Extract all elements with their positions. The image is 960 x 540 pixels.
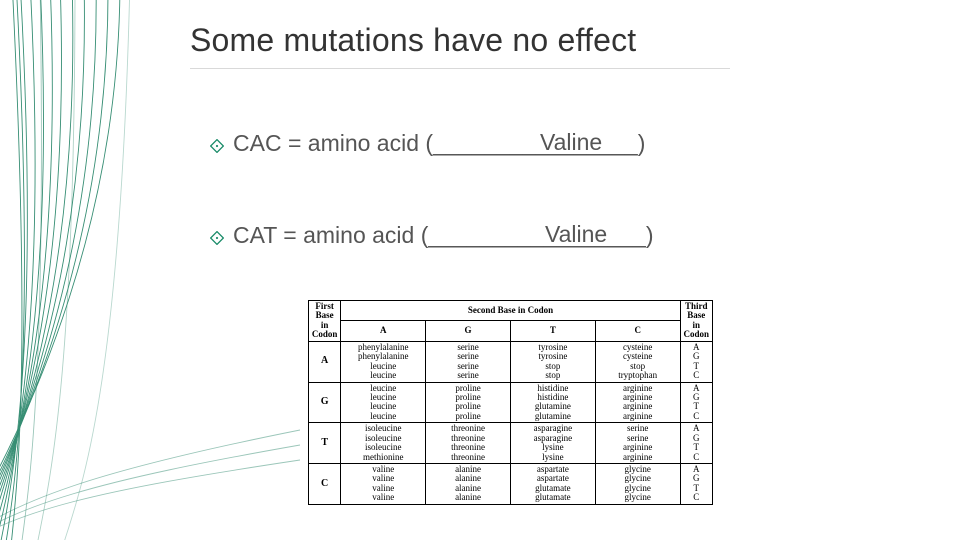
amino-acid-cell: histidinehistidineglutamineglutamine bbox=[510, 382, 595, 423]
third-base-cell: AGTC bbox=[680, 464, 712, 505]
diamond-bullet-icon bbox=[210, 231, 224, 245]
col-C: C bbox=[595, 321, 680, 341]
codon-table: First Base in Codon Second Base in Codon… bbox=[308, 300, 713, 505]
diamond-bullet-icon bbox=[210, 139, 224, 153]
amino-acid-cell: valinevalinevalinevaline bbox=[341, 464, 426, 505]
first-base-cell: G bbox=[309, 382, 341, 423]
bullet-line-2: CAT = amino acid (_________________) Val… bbox=[210, 222, 860, 254]
slide: Some mutations have no effect CAC = amin… bbox=[0, 0, 960, 540]
amino-acid-cell: glycineglycineglycineglycine bbox=[595, 464, 680, 505]
table-row: Aphenylalaninephenylalanineleucineleucin… bbox=[309, 341, 713, 382]
line-2-fill: Valine bbox=[545, 221, 607, 248]
slide-title: Some mutations have no effect bbox=[190, 22, 636, 59]
body-area: CAC = amino acid (________________) Vali… bbox=[210, 130, 860, 314]
amino-acid-cell: threoninethreoninethreoninethreonine bbox=[426, 423, 511, 464]
third-base-cell: AGTC bbox=[680, 341, 712, 382]
table-header-row: First Base in Codon Second Base in Codon… bbox=[309, 301, 713, 321]
header-second-base: Second Base in Codon bbox=[341, 301, 680, 321]
amino-acid-cell: argininearginineargininearginine bbox=[595, 382, 680, 423]
amino-acid-cell: asparagineasparaginelysinelysine bbox=[510, 423, 595, 464]
amino-acid-cell: aspartateaspartateglutamateglutamate bbox=[510, 464, 595, 505]
first-base-cell: A bbox=[309, 341, 341, 382]
amino-acid-cell: serineserineserineserine bbox=[426, 341, 511, 382]
first-base-cell: T bbox=[309, 423, 341, 464]
table-second-base-row: A G T C bbox=[309, 321, 713, 341]
first-base-cell: C bbox=[309, 464, 341, 505]
col-T: T bbox=[510, 321, 595, 341]
amino-acid-cell: prolineprolineprolineproline bbox=[426, 382, 511, 423]
amino-acid-cell: isoleucineisoleucineisoleucinemethionine bbox=[341, 423, 426, 464]
col-A: A bbox=[341, 321, 426, 341]
header-third-base: Third Base in Codon bbox=[680, 301, 712, 342]
table-row: Gleucineleucineleucineleucineprolineprol… bbox=[309, 382, 713, 423]
amino-acid-cell: serineserineargininearginine bbox=[595, 423, 680, 464]
line-1-fill: Valine bbox=[540, 129, 602, 156]
title-rule bbox=[190, 68, 730, 69]
amino-acid-cell: leucineleucineleucineleucine bbox=[341, 382, 426, 423]
bullet-line-1: CAC = amino acid (________________) Vali… bbox=[210, 130, 860, 162]
table-row: Cvalinevalinevalinevalinealaninealaninea… bbox=[309, 464, 713, 505]
header-first-base: First Base in Codon bbox=[309, 301, 341, 342]
table-row: Tisoleucineisoleucineisoleucinemethionin… bbox=[309, 423, 713, 464]
amino-acid-cell: cysteinecysteinestoptryptophan bbox=[595, 341, 680, 382]
amino-acid-cell: phenylalaninephenylalanineleucineleucine bbox=[341, 341, 426, 382]
amino-acid-cell: tyrosinetyrosinestopstop bbox=[510, 341, 595, 382]
col-G: G bbox=[426, 321, 511, 341]
third-base-cell: AGTC bbox=[680, 423, 712, 464]
amino-acid-cell: alaninealaninealaninealanine bbox=[426, 464, 511, 505]
third-base-cell: AGTC bbox=[680, 382, 712, 423]
